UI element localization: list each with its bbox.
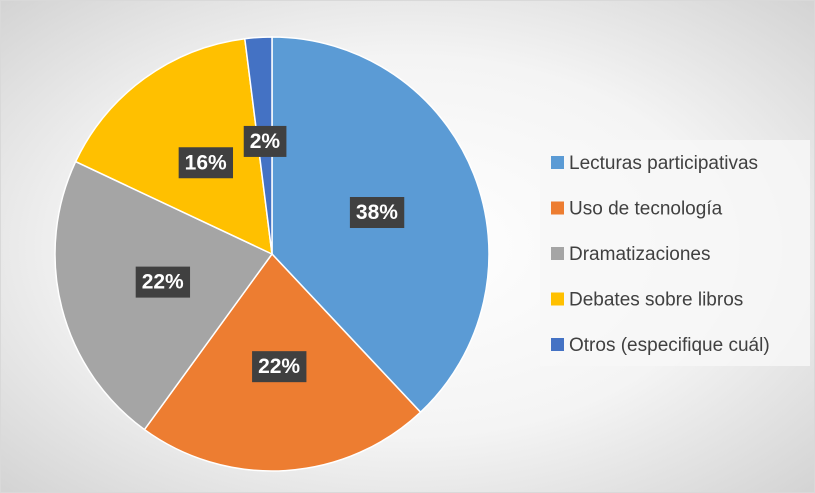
legend-label: Otros (especifique cuál) bbox=[569, 335, 770, 356]
legend-swatch bbox=[551, 247, 564, 260]
data-label-bg bbox=[349, 197, 405, 229]
data-label: 22% bbox=[142, 271, 184, 294]
legend-label: Uso de tecnología bbox=[569, 199, 723, 220]
data-label-bg bbox=[252, 351, 307, 383]
legend-label: Dramatizaciones bbox=[569, 244, 711, 265]
legend-swatch bbox=[551, 292, 564, 306]
data-label: 2% bbox=[250, 130, 281, 153]
legend-swatch bbox=[551, 156, 564, 169]
legend-swatch bbox=[551, 201, 564, 215]
legend-swatch bbox=[551, 338, 564, 351]
data-label: 22% bbox=[258, 355, 300, 378]
pie-slice bbox=[74, 37, 273, 256]
data-label-bg bbox=[243, 125, 287, 157]
data-label: 16% bbox=[185, 151, 227, 174]
legend-label: Debates sobre libros bbox=[569, 290, 743, 311]
legend-label: Lecturas participativas bbox=[569, 153, 758, 174]
data-label-bg bbox=[135, 266, 191, 298]
legend-box bbox=[540, 140, 810, 366]
data-label: 38% bbox=[356, 201, 398, 224]
data-label-bg bbox=[178, 147, 234, 179]
